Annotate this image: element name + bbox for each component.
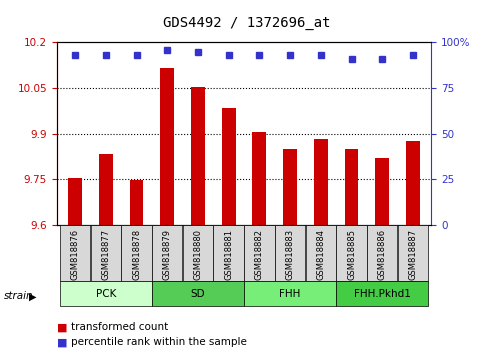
Text: percentile rank within the sample: percentile rank within the sample [71,337,247,347]
Text: GSM818876: GSM818876 [70,229,80,280]
FancyBboxPatch shape [398,225,428,281]
Bar [130,180,143,225]
Bar [345,149,358,225]
FancyBboxPatch shape [60,281,152,306]
FancyBboxPatch shape [121,225,152,281]
Text: GSM818880: GSM818880 [193,229,203,280]
Text: ▶: ▶ [29,291,36,301]
FancyBboxPatch shape [244,281,336,306]
Bar [68,178,82,225]
Text: GSM818887: GSM818887 [408,229,418,280]
Text: transformed count: transformed count [71,322,169,332]
FancyBboxPatch shape [183,225,213,281]
FancyBboxPatch shape [336,225,367,281]
Text: GSM818879: GSM818879 [163,229,172,280]
Text: GSM818883: GSM818883 [285,229,295,280]
FancyBboxPatch shape [60,225,90,281]
Text: GSM818886: GSM818886 [378,229,387,280]
Text: SD: SD [191,289,205,299]
FancyBboxPatch shape [152,225,182,281]
Bar [191,86,205,225]
Bar [222,108,236,225]
FancyBboxPatch shape [336,281,428,306]
FancyBboxPatch shape [306,225,336,281]
Bar [160,68,174,225]
FancyBboxPatch shape [275,225,305,281]
Bar [99,154,113,225]
Text: strain: strain [4,291,34,301]
Text: ■: ■ [57,322,67,332]
FancyBboxPatch shape [152,281,244,306]
Bar [375,158,389,225]
Bar [314,139,328,225]
FancyBboxPatch shape [244,225,275,281]
FancyBboxPatch shape [91,225,121,281]
Text: FHH: FHH [280,289,301,299]
Text: FHH.Pkhd1: FHH.Pkhd1 [354,289,411,299]
FancyBboxPatch shape [213,225,244,281]
Text: GSM818882: GSM818882 [255,229,264,280]
Bar [406,141,420,225]
FancyBboxPatch shape [367,225,397,281]
Bar [283,149,297,225]
Text: GSM818878: GSM818878 [132,229,141,280]
Text: GSM818885: GSM818885 [347,229,356,280]
Text: GSM818881: GSM818881 [224,229,233,280]
Bar [252,132,266,225]
Text: GSM818884: GSM818884 [317,229,325,280]
Text: GDS4492 / 1372696_at: GDS4492 / 1372696_at [163,16,330,30]
Text: PCK: PCK [96,289,116,299]
Text: GSM818877: GSM818877 [102,229,110,280]
Text: ■: ■ [57,337,67,347]
